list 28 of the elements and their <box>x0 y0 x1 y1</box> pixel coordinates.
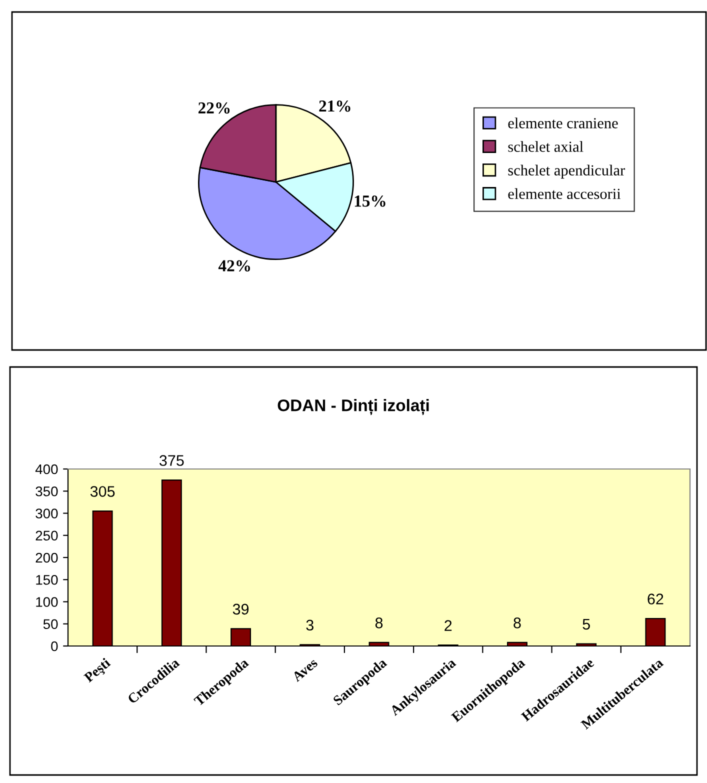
data-label: 22% <box>198 102 230 114</box>
y-tick-label: 200 <box>36 552 58 563</box>
x-tick-label: Aves <box>291 658 318 682</box>
data-label: 8 <box>375 618 383 628</box>
y-tick-label: 50 <box>43 619 58 630</box>
legend-label: schelet apendicular <box>508 164 626 179</box>
data-label: 8 <box>514 618 521 628</box>
chart-title: ODAN - Dinți izolați <box>278 399 429 415</box>
data-label: 62 <box>648 594 664 604</box>
data-label: 15% <box>354 195 386 207</box>
data-label: 2 <box>444 620 452 631</box>
data-label: 42% <box>218 260 250 272</box>
legend-label: schelet axial <box>508 141 584 152</box>
legend-label: elemente accesorii <box>508 188 621 200</box>
y-tick-label: 250 <box>36 530 58 541</box>
y-tick-label: 150 <box>36 574 58 585</box>
y-tick-label: 300 <box>36 508 58 518</box>
y-tick-label: 400 <box>35 464 58 474</box>
data-label: 375 <box>160 455 184 466</box>
data-label: 305 <box>90 486 115 497</box>
y-tick-label: 350 <box>36 486 58 496</box>
y-tick-label: 100 <box>36 597 58 607</box>
data-label: 3 <box>306 620 314 631</box>
data-label: 21% <box>319 100 350 112</box>
data-label: 39 <box>232 604 249 615</box>
legend-label: elemente craniene <box>508 118 618 128</box>
y-tick-label: 0 <box>51 641 58 652</box>
data-label: 5 <box>582 618 590 630</box>
